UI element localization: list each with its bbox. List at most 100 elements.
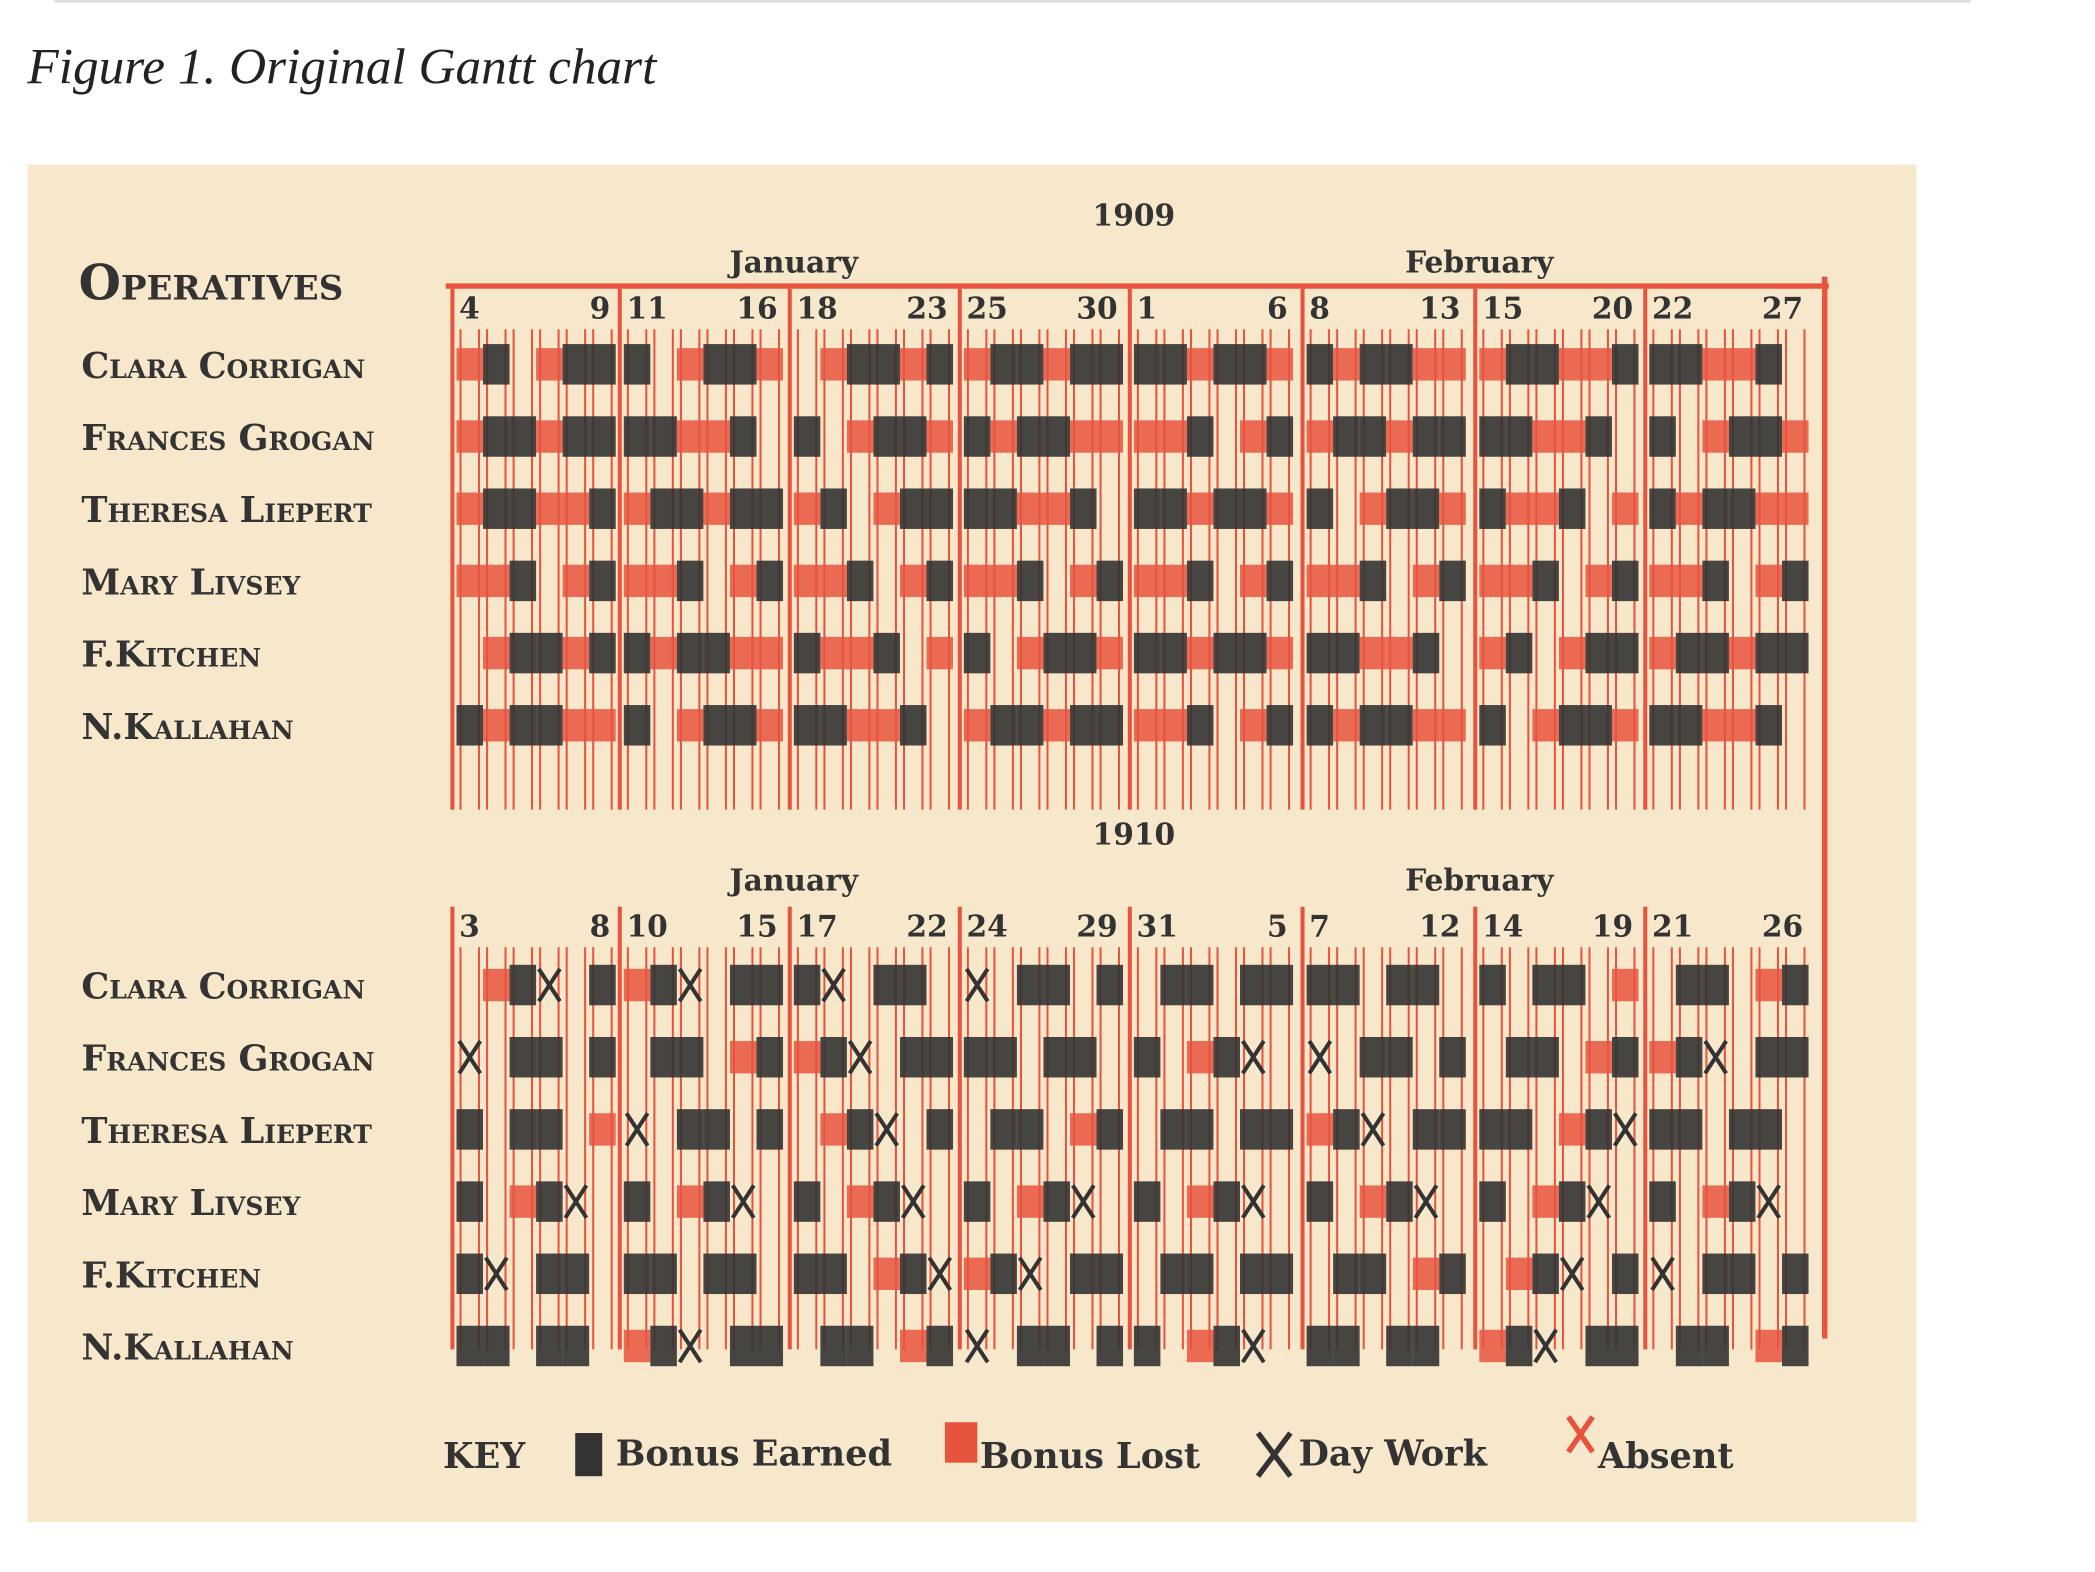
- bonus-lost: [1755, 968, 1782, 1002]
- bonus-earned: [1213, 1036, 1241, 1078]
- bonus-lost: [846, 636, 874, 670]
- bonus-earned: [1532, 560, 1559, 602]
- bonus-earned: [990, 1109, 1017, 1150]
- day-work: [1533, 1328, 1558, 1364]
- bonus-earned: [1479, 1109, 1506, 1150]
- day-work: [457, 1039, 483, 1075]
- bonus-earned: [1585, 705, 1612, 746]
- bonus-lost: [1186, 348, 1214, 381]
- bonus-lost: [536, 492, 563, 525]
- bonus-earned: [1386, 1325, 1413, 1367]
- bonus-earned: [846, 1109, 874, 1150]
- operative: Frances Grogan: [81, 1039, 374, 1080]
- bonus-lost: [846, 420, 874, 453]
- bonus-earned: [1479, 705, 1506, 746]
- day-label: 24: [967, 908, 1008, 943]
- bonus-earned: [1386, 964, 1413, 1006]
- bonus-earned: [1702, 560, 1729, 602]
- bonus-earned: [1069, 344, 1097, 385]
- day-work: [1650, 1256, 1675, 1292]
- day-label: 8: [1309, 290, 1330, 325]
- bonus-lost: [483, 968, 510, 1002]
- bonus-lost: [1439, 348, 1466, 381]
- bonus-lost: [756, 348, 784, 381]
- bonus-lost: [1160, 564, 1187, 598]
- bonus-lost: [650, 564, 677, 598]
- bonus-earned: [623, 416, 651, 457]
- bonus-lost: [1016, 492, 1044, 525]
- day-work: [1241, 1039, 1266, 1075]
- bonus-earned: [650, 1325, 677, 1367]
- bonus-earned: [1439, 416, 1466, 457]
- day-work: [1360, 1112, 1386, 1147]
- bonus-earned: [623, 1253, 651, 1295]
- bonus-earned: [1266, 1109, 1294, 1150]
- bonus-earned: [1532, 964, 1559, 1006]
- day-work: [847, 1039, 873, 1075]
- bonus-earned: [1096, 705, 1124, 746]
- bonus-earned: [1505, 1325, 1533, 1367]
- bonus-lost: [1186, 1185, 1214, 1218]
- bonus-earned: [509, 1109, 537, 1150]
- day-work: [730, 1184, 756, 1219]
- day-label: 22: [906, 908, 947, 943]
- bonus-earned: [820, 1325, 847, 1367]
- bonus-earned: [1096, 1325, 1124, 1367]
- bonus-earned: [703, 1253, 730, 1295]
- bonus-earned: [536, 705, 563, 746]
- bonus-earned: [1675, 1109, 1703, 1150]
- bonus-lost: [1133, 709, 1161, 742]
- bonus-lost: [1016, 1185, 1044, 1218]
- bonus-earned: [676, 488, 704, 529]
- day-label: 14: [1482, 908, 1523, 943]
- bonus-earned: [963, 488, 991, 529]
- bonus-earned: [562, 1253, 590, 1295]
- bonus-earned: [1096, 1253, 1124, 1295]
- bonus-lost: [1585, 1041, 1612, 1074]
- bonus-lost: [676, 1185, 704, 1218]
- bonus-lost: [1043, 492, 1070, 525]
- key-item: Day Work: [1298, 1433, 1487, 1474]
- bonus-earned: [1611, 1036, 1639, 1078]
- bonus-earned: [1505, 344, 1533, 385]
- bonus-lost: [926, 636, 954, 670]
- bonus-earned: [589, 344, 616, 385]
- bonus-lost: [1585, 564, 1612, 598]
- bonus-earned: [820, 705, 847, 746]
- bonus-earned: [1412, 632, 1440, 674]
- bonus-earned: [1649, 416, 1676, 457]
- bonus-earned: [509, 1036, 537, 1078]
- bonus-earned: [729, 344, 757, 385]
- bonus-earned: [1755, 705, 1782, 746]
- bonus-earned: [1386, 1036, 1413, 1078]
- bonus-earned: [1186, 1109, 1214, 1150]
- bonus-earned: [1043, 964, 1070, 1006]
- bonus-earned: [456, 1325, 484, 1367]
- bonus-earned: [456, 705, 484, 746]
- bonus-earned: [1649, 705, 1676, 746]
- bonus-lost: [1240, 564, 1267, 598]
- day-label: 18: [797, 290, 838, 325]
- bonus-lost: [1412, 1257, 1440, 1290]
- day-label: 29: [1076, 908, 1117, 943]
- bonus-lost: [1359, 1185, 1387, 1218]
- day-work: [1241, 1184, 1266, 1219]
- bonus-earned: [589, 1036, 616, 1078]
- bonus-earned: [456, 1109, 484, 1150]
- bonus-earned: [1133, 632, 1161, 674]
- bonus-lost: [1386, 636, 1413, 670]
- bonus-earned: [1133, 488, 1161, 529]
- bonus-earned: [846, 344, 874, 385]
- bonus-lost: [1649, 564, 1676, 598]
- bonus-earned: [562, 344, 590, 385]
- bonus-earned: [1160, 1253, 1187, 1295]
- bonus-earned: [650, 488, 677, 529]
- bonus-earned: [1558, 1181, 1586, 1222]
- bonus-lost: [990, 420, 1017, 453]
- bonus-earned: [1386, 1181, 1413, 1222]
- bonus-earned: [1160, 964, 1187, 1006]
- bonus-earned: [1016, 344, 1044, 385]
- bonus-lost: [1611, 968, 1639, 1002]
- bonus-earned: [756, 560, 784, 602]
